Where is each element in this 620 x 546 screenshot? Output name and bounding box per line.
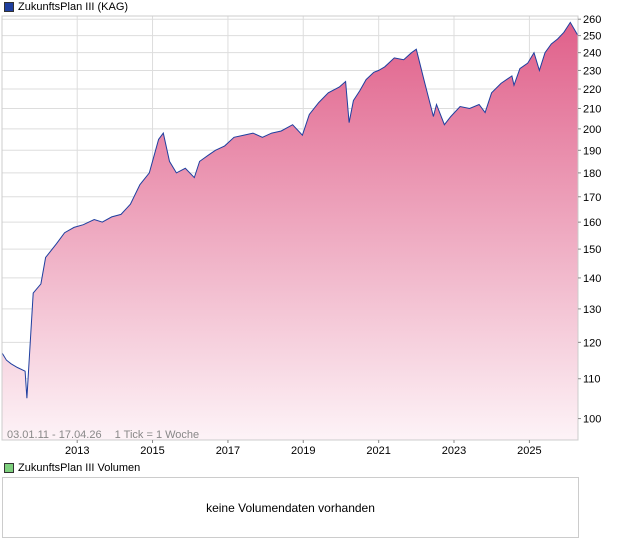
legend-main: ZukunftsPlan III (KAG) xyxy=(4,1,128,13)
legend-main-label: ZukunftsPlan III (KAG) xyxy=(18,1,129,13)
volume-empty-message: keine Volumendaten vorhanden xyxy=(206,501,375,515)
x-axis: 2013 2015 2017 2019 2021 2023 2025 xyxy=(65,440,542,457)
y-tick-label: 220 xyxy=(583,84,601,96)
y-tick-label: 260 xyxy=(583,14,601,26)
y-tick-label: 210 xyxy=(583,103,601,115)
legend-main-swatch xyxy=(4,2,14,12)
x-tick-label: 2017 xyxy=(216,445,240,457)
footer-range-text: 03.01.11 - 17.04.26 1 Tick = 1 Woche xyxy=(7,429,199,441)
price-chart: 100 110 120 130 140 150 160 170 180 190 200 210 220 2… xyxy=(1,14,601,457)
y-tick-label: 120 xyxy=(583,337,601,349)
x-tick-label: 2021 xyxy=(366,445,390,457)
volume-panel: keine Volumendaten vorhanden xyxy=(2,477,579,538)
y-tick-label: 110 xyxy=(583,374,601,386)
legend-volume-label: ZukunftsPlan III Volumen xyxy=(18,462,141,474)
legend-volume-swatch xyxy=(4,463,14,473)
y-tick-label: 250 xyxy=(583,31,601,43)
y-tick-label: 190 xyxy=(583,145,601,157)
x-tick-label: 2023 xyxy=(442,445,466,457)
y-tick-label: 230 xyxy=(583,65,601,77)
plot-frame xyxy=(1,15,579,441)
x-tick-label: 2015 xyxy=(140,445,164,457)
legend-volume: ZukunftsPlan III Volumen xyxy=(4,462,140,474)
y-axis: 100 110 120 130 140 150 160 170 180 190 200 210 220 2… xyxy=(578,14,601,426)
series-line xyxy=(1,21,579,399)
footer-tick: 1 Tick = 1 Woche xyxy=(115,429,199,441)
x-tick-label: 2025 xyxy=(517,445,541,457)
y-tick-label: 180 xyxy=(583,168,601,180)
y-tick-label: 160 xyxy=(583,217,601,229)
footer-range: 03.01.11 - 17.04.26 xyxy=(7,429,102,441)
y-tick-label: 140 xyxy=(583,273,601,285)
y-tick-label: 240 xyxy=(583,48,601,60)
series-area xyxy=(2,22,578,441)
y-tick-label: 200 xyxy=(583,124,601,136)
y-tick-label: 150 xyxy=(583,244,601,256)
y-tick-label: 130 xyxy=(583,304,601,316)
x-tick-label: 2019 xyxy=(291,445,315,457)
y-tick-label: 100 xyxy=(583,414,601,426)
y-tick-label: 170 xyxy=(583,192,601,204)
x-tick-label: 2013 xyxy=(65,445,89,457)
